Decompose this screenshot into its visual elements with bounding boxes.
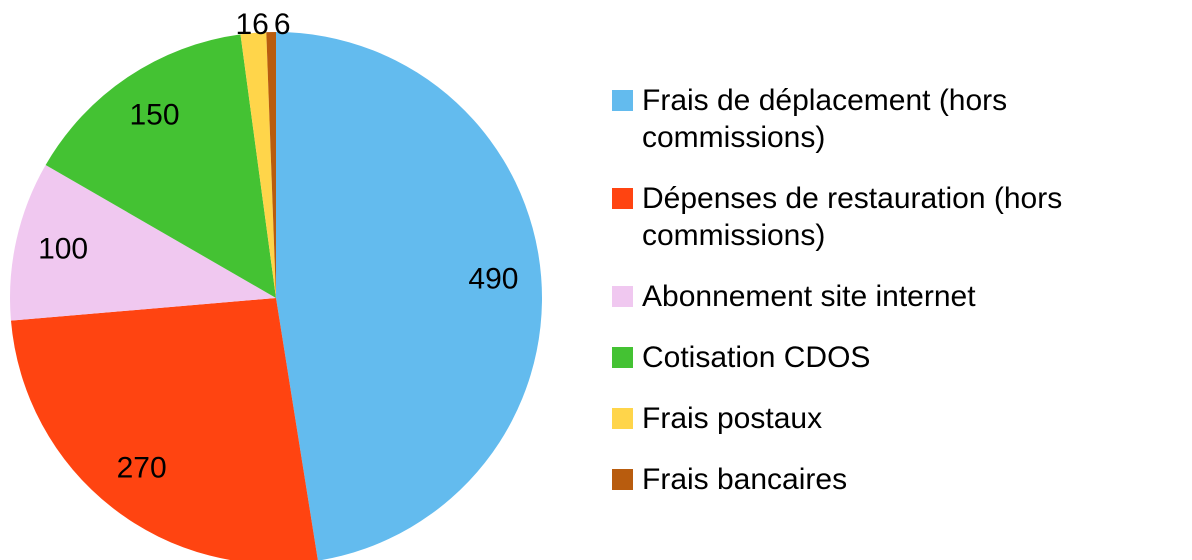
- data-label: 490: [468, 263, 518, 296]
- pie-slice: [266, 32, 276, 298]
- legend-swatch: [612, 90, 633, 111]
- legend-swatch: [612, 469, 633, 490]
- legend-item: Abonnement site internet: [612, 278, 1187, 315]
- legend-label: Frais bancaires: [642, 463, 848, 496]
- data-label: 270: [117, 452, 167, 485]
- pie-slice: [240, 32, 276, 299]
- legend-label: Frais postaux: [642, 402, 823, 435]
- data-label: 16: [235, 8, 268, 41]
- legend-item: Frais bancaires: [612, 461, 1187, 498]
- data-label: 6: [274, 8, 291, 41]
- data-label: 150: [130, 99, 180, 132]
- pie-area: 490 270 100 150 16 6: [10, 8, 542, 560]
- pie-slice: [10, 165, 277, 321]
- legend-swatch: [612, 188, 633, 209]
- legend-item: Cotisation CDOS: [612, 339, 1187, 376]
- legend-item: Frais postaux: [612, 400, 1187, 437]
- legend-item: Frais de déplacement (hors commissions): [612, 82, 1187, 156]
- legend-label: Abonnement site internet: [642, 280, 976, 313]
- legend-label: Frais de déplacement (hors commissions): [642, 84, 1008, 154]
- legend-label: Dépenses de restauration (hors commissio…: [642, 182, 1063, 252]
- pie-slice: [10, 298, 318, 560]
- legend-label: Cotisation CDOS: [642, 341, 871, 374]
- data-label: 100: [38, 232, 88, 265]
- pie-slice: [45, 34, 277, 299]
- pie-slice: [276, 32, 542, 560]
- legend: Frais de déplacement (hors commissions) D…: [612, 82, 1187, 522]
- legend-swatch: [612, 408, 633, 429]
- legend-swatch: [612, 286, 633, 307]
- legend-item: Dépenses de restauration (hors commissio…: [612, 180, 1187, 254]
- legend-swatch: [612, 347, 633, 368]
